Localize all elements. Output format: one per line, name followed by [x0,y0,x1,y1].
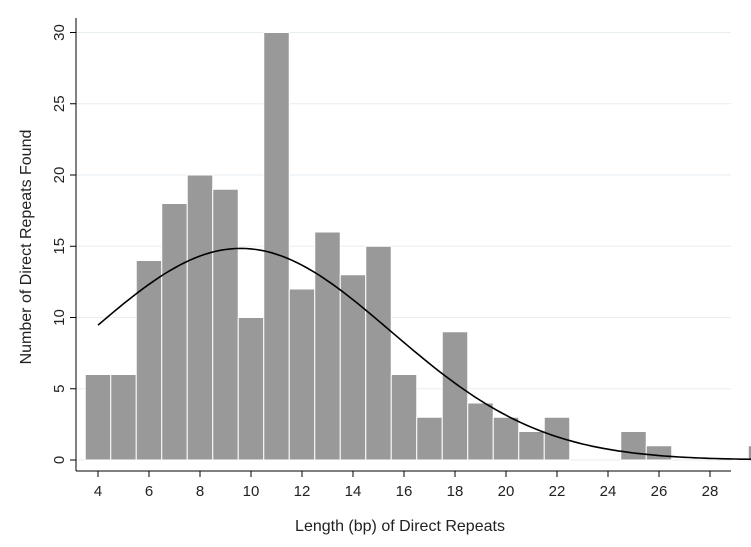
y-tick-label-5: 5 [51,385,68,393]
bar-x30 [747,445,751,461]
normal-curve [97,247,751,461]
y-tick-label-20: 20 [51,167,68,184]
bar-x15 [365,245,392,461]
bar-x7 [161,203,188,461]
x-tick-label-14: 14 [345,483,362,500]
x-tick-label-18: 18 [447,483,464,500]
bar-x20 [492,416,520,461]
x-tick-label-4: 4 [94,483,102,500]
x-tick-label-20: 20 [498,483,515,500]
y-tick-label-0: 0 [51,456,68,464]
x-tick-label-10: 10 [243,483,260,500]
bar-x5 [110,374,137,461]
x-tick-label-12: 12 [294,483,311,500]
bar-x17 [416,416,443,461]
bar-x22 [543,416,571,461]
x-tick-label-28: 28 [702,483,719,500]
y-tick-label-10: 10 [51,309,68,326]
bar-x12 [288,288,316,461]
bar-x13 [314,231,341,461]
y-tick-label-15: 15 [51,238,68,255]
y-axis-title: Number of Direct Repeats Found [18,130,35,365]
x-tick-label-6: 6 [145,483,153,500]
bar-x25 [620,431,647,461]
x-tick-label-8: 8 [196,483,204,500]
bar-x4 [84,374,112,461]
y-tick-label-30: 30 [51,24,68,41]
bar-x11 [263,32,290,461]
bars [84,32,751,461]
x-tick-label-26: 26 [651,483,668,500]
bar-x14 [339,274,367,461]
bar-x16 [390,374,418,461]
x-tick-label-16: 16 [396,483,413,500]
bar-x6 [135,260,163,461]
bar-x21 [518,431,545,461]
bar-x10 [237,317,265,461]
x-tick-label-22: 22 [549,483,566,500]
y-tick-label-25: 25 [51,95,68,112]
bar-x18 [441,331,469,461]
bar-x9 [212,188,239,461]
normal-curve-layer [97,247,751,461]
bar-x26 [645,445,673,461]
x-tick-label-24: 24 [600,483,617,500]
x-axis-title: Length (bp) of Direct Repeats [295,518,505,535]
bar-x19 [467,402,494,461]
bar-x8 [186,174,214,461]
axes: 0510152025304681012141618202224262830 [51,18,731,500]
